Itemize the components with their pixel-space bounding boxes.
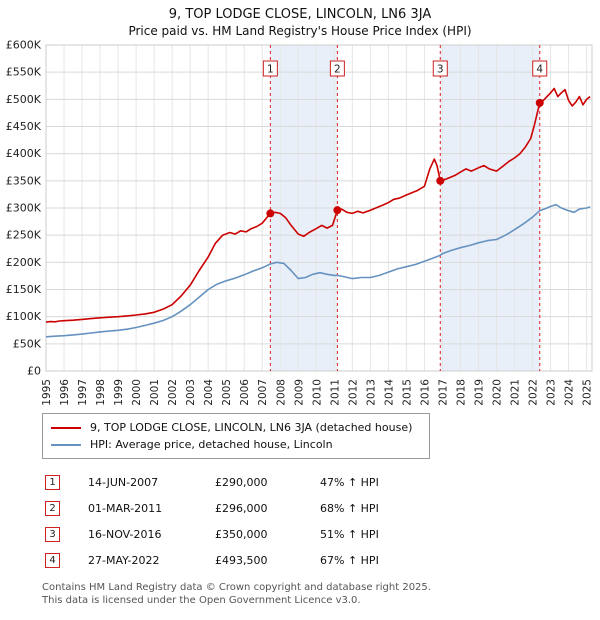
- property-line-swatch: [51, 426, 81, 429]
- svg-text:2: 2: [334, 64, 341, 76]
- chart-header: 9, TOP LODGE CLOSE, LINCOLN, LN6 3JA Pri…: [0, 0, 600, 39]
- svg-text:1995: 1995: [41, 379, 53, 406]
- svg-text:2025: 2025: [582, 379, 594, 406]
- svg-text:2024: 2024: [564, 379, 576, 406]
- transaction-price: £350,000: [215, 527, 268, 541]
- svg-text:£400K: £400K: [6, 147, 42, 160]
- svg-text:1999: 1999: [113, 379, 125, 406]
- table-row: 2 01-MAR-2011 £296,000 68% ↑ HPI: [45, 495, 600, 521]
- transactions-table: 1 14-JUN-2007 £290,000 47% ↑ HPI 2 01-MA…: [45, 469, 600, 573]
- svg-text:£350K: £350K: [6, 174, 42, 187]
- svg-text:2006: 2006: [239, 379, 251, 406]
- legend-label-property: 9, TOP LODGE CLOSE, LINCOLN, LN6 3JA (de…: [90, 421, 413, 434]
- table-row: 1 14-JUN-2007 £290,000 47% ↑ HPI: [45, 469, 600, 495]
- transaction-price: £296,000: [215, 501, 268, 515]
- page-title: 9, TOP LODGE CLOSE, LINCOLN, LN6 3JA: [168, 7, 432, 22]
- price-chart: 1995 1996 1997 1998 1999 2000 2001 2002 2003 2004…: [6, 39, 594, 406]
- svg-text:2023: 2023: [546, 379, 558, 406]
- svg-text:£250K: £250K: [6, 229, 42, 242]
- transaction-date: 14-JUN-2007: [88, 475, 159, 489]
- chart-area: 1995 1996 1997 1998 1999 2000 2001 2002 2003 2004…: [0, 39, 600, 411]
- hpi-line-swatch: [51, 443, 81, 446]
- svg-text:£500K: £500K: [6, 93, 42, 106]
- footer-line-1: Contains HM Land Registry data © Crown c…: [42, 582, 431, 593]
- svg-text:2014: 2014: [383, 379, 395, 406]
- svg-text:£300K: £300K: [6, 202, 42, 215]
- svg-text:£0: £0: [27, 365, 41, 378]
- svg-text:£600K: £600K: [6, 39, 42, 52]
- transaction-price: £493,500: [215, 553, 268, 567]
- transaction-marker-1: 1: [45, 474, 60, 490]
- svg-text:2004: 2004: [203, 379, 215, 406]
- chart-legend: 9, TOP LODGE CLOSE, LINCOLN, LN6 3JA (de…: [42, 413, 430, 459]
- svg-text:4: 4: [536, 64, 543, 76]
- page-subtitle: Price paid vs. HM Land Registry's House …: [128, 24, 472, 38]
- svg-text:2017: 2017: [437, 379, 449, 406]
- svg-text:2007: 2007: [257, 379, 269, 406]
- svg-text:2009: 2009: [293, 379, 305, 406]
- license-footer: Contains HM Land Registry data © Crown c…: [42, 581, 600, 607]
- legend-label-hpi: HPI: Average price, detached house, Linc…: [90, 438, 333, 451]
- transaction-date: 01-MAR-2011: [88, 501, 163, 515]
- svg-text:1998: 1998: [95, 379, 107, 406]
- svg-text:2001: 2001: [149, 379, 161, 406]
- svg-text:3: 3: [437, 64, 444, 76]
- svg-text:1: 1: [267, 64, 274, 76]
- transaction-price: £290,000: [215, 475, 268, 489]
- svg-text:1997: 1997: [77, 379, 89, 406]
- footer-line-2: This data is licensed under the Open Gov…: [42, 595, 361, 606]
- svg-text:£100K: £100K: [6, 310, 42, 323]
- transaction-date: 16-NOV-2016: [88, 527, 162, 541]
- svg-text:2011: 2011: [329, 379, 341, 406]
- svg-text:£150K: £150K: [6, 283, 42, 296]
- svg-text:2015: 2015: [401, 379, 413, 406]
- table-row: 4 27-MAY-2022 £493,500 67% ↑ HPI: [45, 547, 600, 573]
- svg-text:2003: 2003: [185, 379, 197, 406]
- svg-text:2010: 2010: [311, 379, 323, 406]
- svg-text:2021: 2021: [510, 379, 522, 406]
- transaction-hpi-change: 68% ↑ HPI: [320, 501, 379, 515]
- svg-text:2018: 2018: [455, 379, 467, 406]
- transaction-marker-3: 3: [45, 526, 60, 542]
- svg-text:£450K: £450K: [6, 120, 42, 133]
- svg-text:£200K: £200K: [6, 256, 42, 269]
- svg-text:2020: 2020: [491, 379, 503, 406]
- svg-text:1996: 1996: [59, 379, 71, 406]
- svg-text:£550K: £550K: [6, 66, 42, 79]
- table-row: 3 16-NOV-2016 £350,000 51% ↑ HPI: [45, 521, 600, 547]
- transaction-hpi-change: 51% ↑ HPI: [320, 527, 379, 541]
- transaction-date: 27-MAY-2022: [88, 553, 160, 567]
- svg-text:2000: 2000: [131, 379, 143, 406]
- svg-text:2019: 2019: [473, 379, 485, 406]
- svg-text:2008: 2008: [275, 379, 287, 406]
- transaction-marker-4: 4: [45, 552, 60, 568]
- svg-text:2022: 2022: [528, 379, 540, 406]
- transaction-hpi-change: 47% ↑ HPI: [320, 475, 379, 489]
- transaction-marker-2: 2: [45, 500, 60, 516]
- legend-entry-hpi: HPI: Average price, detached house, Linc…: [51, 436, 421, 453]
- transaction-hpi-change: 67% ↑ HPI: [320, 553, 379, 567]
- svg-text:£50K: £50K: [13, 337, 42, 350]
- legend-entry-property: 9, TOP LODGE CLOSE, LINCOLN, LN6 3JA (de…: [51, 419, 421, 436]
- svg-text:2013: 2013: [365, 379, 377, 406]
- svg-text:2016: 2016: [419, 379, 431, 406]
- svg-text:2005: 2005: [221, 379, 233, 406]
- svg-text:2012: 2012: [347, 379, 359, 406]
- svg-text:2002: 2002: [167, 379, 179, 406]
